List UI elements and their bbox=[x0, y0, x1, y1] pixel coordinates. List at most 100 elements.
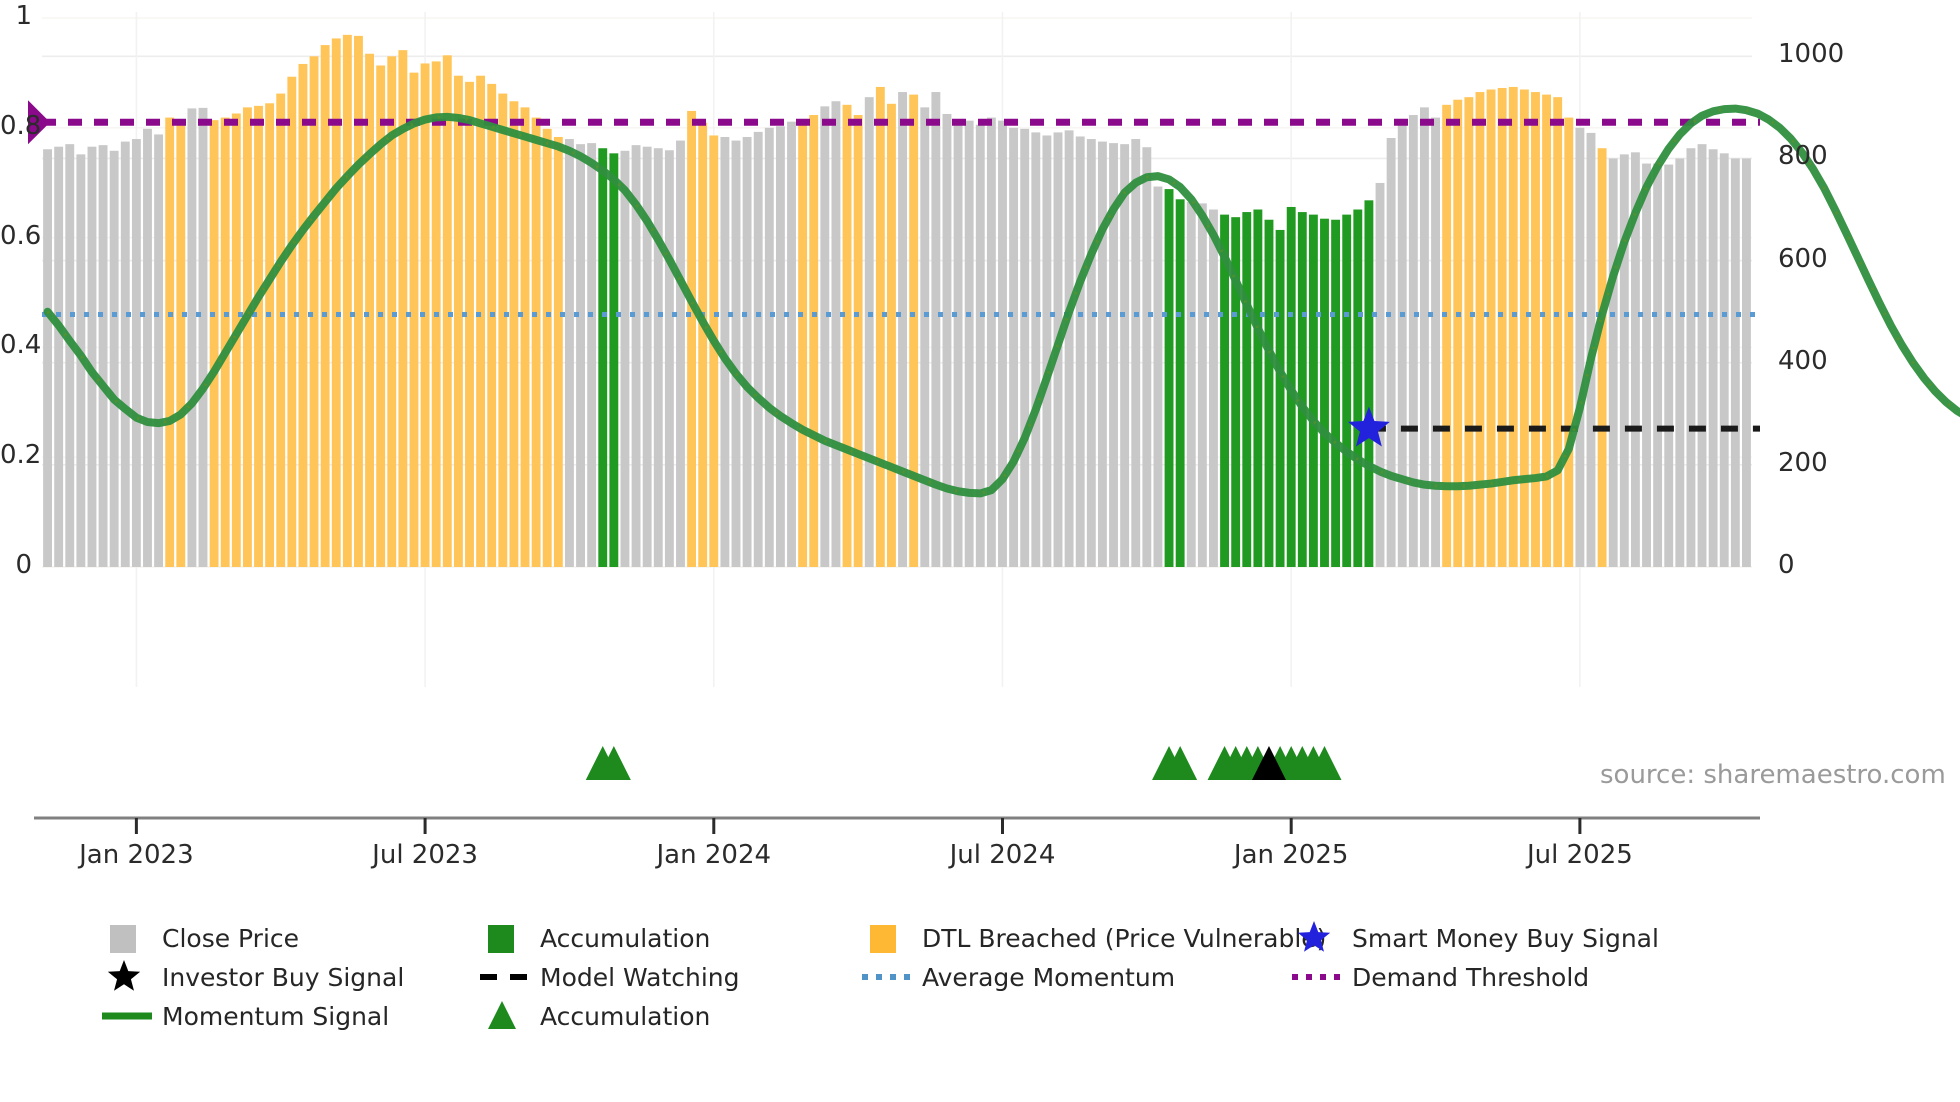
bar-close-price bbox=[564, 139, 574, 568]
bar-dtl-breached bbox=[1508, 86, 1518, 567]
bar-dtl-breached bbox=[242, 107, 252, 568]
bar-dtl-breached bbox=[1597, 148, 1607, 568]
legend-dtl-breached[interactable]: DTL Breached (Price Vulnerable) bbox=[860, 920, 1326, 956]
bar-close-price bbox=[1131, 139, 1141, 568]
bar-dtl-breached bbox=[509, 101, 519, 568]
bar-dtl-breached bbox=[909, 94, 919, 567]
bar-close-price bbox=[1086, 139, 1096, 568]
bar-dtl-breached bbox=[1519, 89, 1529, 567]
bar-accumulation bbox=[1220, 214, 1229, 567]
bar-close-price bbox=[87, 146, 97, 567]
bar-accumulation bbox=[1353, 209, 1363, 567]
x-axis-tick-label: Jul 2023 bbox=[372, 840, 478, 870]
bar-close-price bbox=[65, 144, 75, 567]
legend-accumulation-triangle[interactable]: Accumulation bbox=[478, 998, 710, 1034]
bar-dtl-breached bbox=[487, 83, 497, 567]
y-axis-left-tick-label: 0 bbox=[15, 550, 32, 580]
bar-dtl-breached bbox=[465, 81, 474, 567]
bar-close-price bbox=[98, 145, 108, 567]
legend-model-watching[interactable]: Model Watching bbox=[478, 959, 740, 995]
bar-accumulation bbox=[1308, 214, 1318, 567]
legend-investor-buy-signal[interactable]: Investor Buy Signal bbox=[100, 959, 404, 995]
bar-close-price bbox=[54, 146, 64, 567]
legend-model-watching-label: Model Watching bbox=[540, 962, 740, 992]
bar-dtl-breached bbox=[387, 56, 397, 568]
bar-close-price bbox=[1375, 182, 1385, 567]
legend-close-price[interactable]: Close Price bbox=[100, 920, 299, 956]
legend-demand-threshold-label: Demand Threshold bbox=[1352, 962, 1590, 992]
bar-close-price bbox=[942, 114, 952, 567]
bar-close-price bbox=[1042, 135, 1052, 567]
bar-close-price bbox=[631, 145, 641, 567]
bar-close-price bbox=[820, 106, 830, 567]
demand-threshold-start-arrow-icon bbox=[28, 100, 50, 145]
legend-accumulation-bar[interactable]: Accumulation bbox=[478, 920, 710, 956]
bar-close-price bbox=[1575, 127, 1585, 568]
bar-close-price bbox=[1109, 143, 1118, 567]
bar-dtl-breached bbox=[1464, 97, 1474, 567]
bar-close-price bbox=[864, 97, 874, 567]
bar-dtl-breached bbox=[354, 35, 363, 568]
legend-smart-money-buy-signal-label: Smart Money Buy Signal bbox=[1352, 923, 1659, 953]
legend-model-watching-swatch bbox=[478, 959, 540, 995]
bar-dtl-breached bbox=[320, 45, 330, 567]
bar-dtl-breached bbox=[853, 115, 863, 567]
bar-accumulation bbox=[1342, 214, 1352, 567]
bar-dtl-breached bbox=[209, 120, 219, 567]
bar-dtl-breached bbox=[331, 38, 341, 568]
bar-close-price bbox=[1742, 158, 1751, 567]
bar-close-price bbox=[1708, 149, 1718, 567]
bar-dtl-breached bbox=[176, 122, 186, 567]
bar-close-price bbox=[1431, 117, 1440, 567]
accumulation-triangle-icon bbox=[596, 746, 631, 780]
bar-close-price bbox=[1197, 203, 1207, 567]
legend-dtl-breached-label: DTL Breached (Price Vulnerable) bbox=[922, 923, 1327, 953]
bar-close-price bbox=[1719, 153, 1729, 567]
legend-accumulation-triangle-label: Accumulation bbox=[540, 1001, 711, 1031]
bar-dtl-breached bbox=[809, 115, 819, 567]
bar-dtl-breached bbox=[542, 128, 552, 567]
bar-close-price bbox=[43, 149, 52, 567]
legend-swatch-triangle-icon bbox=[488, 1001, 516, 1029]
bar-close-price bbox=[920, 107, 930, 568]
bar-close-price bbox=[764, 127, 774, 568]
bar-close-price bbox=[1075, 136, 1085, 568]
bar-accumulation bbox=[1242, 212, 1252, 567]
legend-smart-money-buy-signal-swatch bbox=[1290, 920, 1352, 956]
bar-close-price bbox=[642, 146, 652, 567]
bar-close-price bbox=[787, 121, 796, 568]
bar-accumulation bbox=[1320, 218, 1329, 567]
bar-dtl-breached bbox=[1497, 87, 1507, 567]
bar-dtl-breached bbox=[254, 105, 263, 567]
bar-close-price bbox=[1675, 158, 1685, 567]
bar-close-price bbox=[975, 124, 985, 568]
bar-close-price bbox=[1009, 127, 1019, 568]
y-axis-right-tick-label: 0 bbox=[1778, 550, 1795, 580]
bar-accumulation bbox=[1275, 229, 1285, 567]
bar-close-price bbox=[831, 101, 841, 568]
legend-momentum-signal-label: Momentum Signal bbox=[162, 1001, 390, 1031]
bar-dtl-breached bbox=[309, 56, 319, 568]
y-axis-right-tick-label: 200 bbox=[1778, 447, 1828, 478]
bar-dtl-breached bbox=[887, 103, 896, 568]
legend-momentum-signal[interactable]: Momentum Signal bbox=[100, 998, 389, 1034]
bar-close-price bbox=[1153, 186, 1163, 567]
bar-close-price bbox=[664, 150, 674, 567]
bar-dtl-breached bbox=[553, 136, 563, 568]
bar-close-price bbox=[653, 148, 663, 568]
y-axis-right-tick-label: 1000 bbox=[1778, 39, 1845, 70]
x-axis-tick-label: Jul 2025 bbox=[1526, 840, 1633, 870]
bar-dtl-breached bbox=[1553, 97, 1563, 567]
bar-dtl-breached bbox=[220, 117, 230, 567]
legend-demand-threshold[interactable]: Demand Threshold bbox=[1290, 959, 1589, 995]
bar-dtl-breached bbox=[531, 117, 541, 567]
bar-dtl-breached bbox=[409, 72, 419, 567]
legend-smart-money-buy-signal[interactable]: Smart Money Buy Signal bbox=[1290, 920, 1659, 956]
accumulation-triangle-icon bbox=[1163, 746, 1198, 780]
x-axis-tick-label: Jul 2024 bbox=[949, 840, 1056, 870]
bar-close-price bbox=[1064, 130, 1074, 567]
bar-close-price bbox=[1730, 158, 1740, 567]
bar-dtl-breached bbox=[420, 63, 430, 567]
legend-average-momentum-swatch bbox=[860, 959, 922, 995]
legend-average-momentum[interactable]: Average Momentum bbox=[860, 959, 1175, 995]
